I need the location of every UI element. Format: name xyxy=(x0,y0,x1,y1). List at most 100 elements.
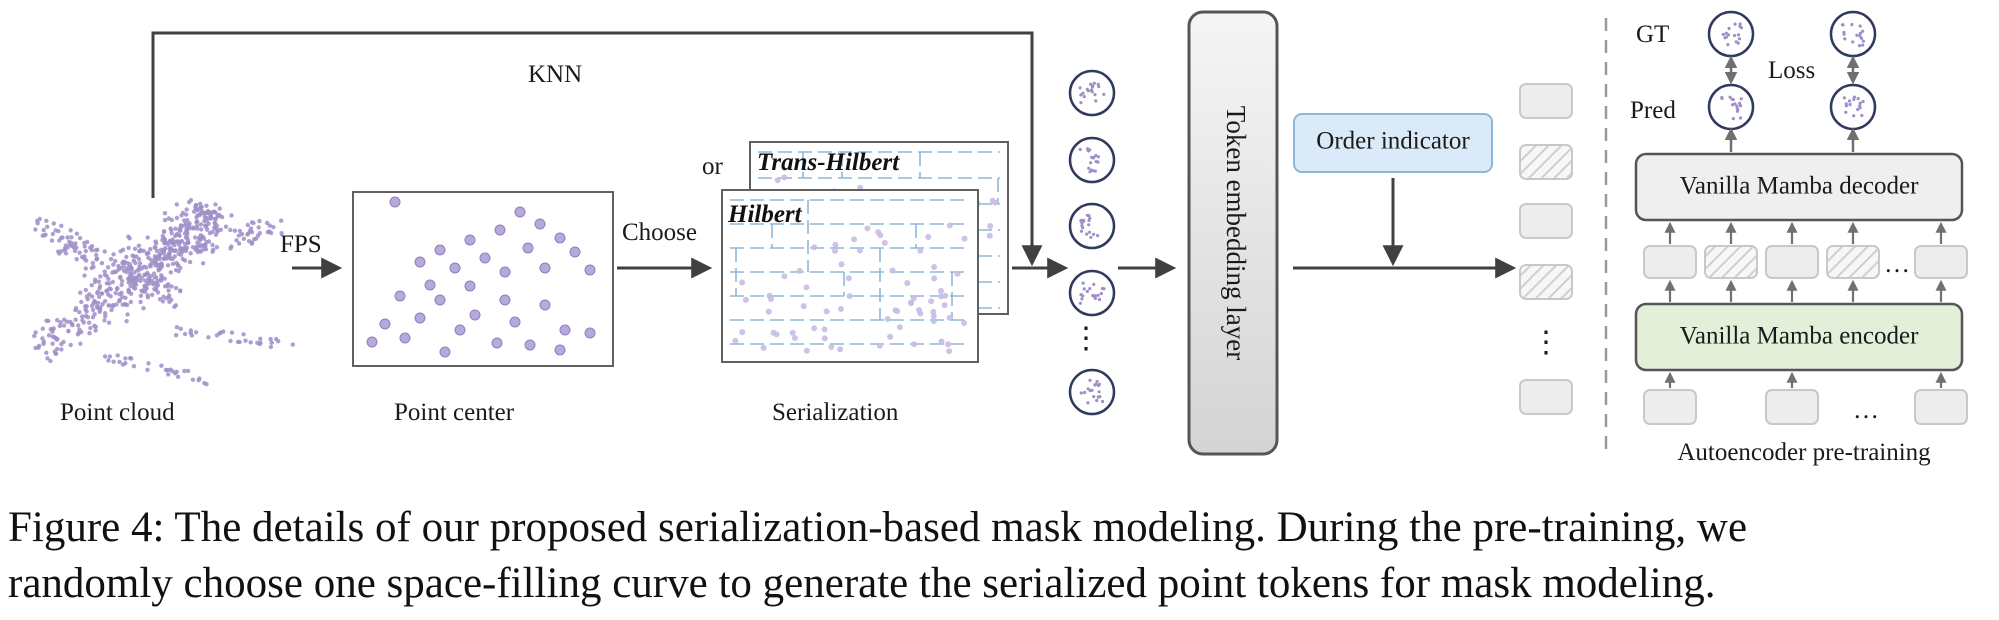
cloud-point xyxy=(193,247,198,252)
curve-point xyxy=(791,335,798,341)
cloud-point xyxy=(255,340,260,345)
cloud-point xyxy=(115,353,120,358)
gt-pred-circle xyxy=(1707,83,1755,131)
curve-point xyxy=(845,275,852,282)
cloud-point xyxy=(141,306,146,311)
embedded-token-column xyxy=(1519,83,1573,415)
token-embedding-label: Token embedding layer xyxy=(1221,106,1251,361)
cloud-point xyxy=(59,249,64,254)
cloud-point xyxy=(258,336,263,341)
cloud-point xyxy=(232,228,238,233)
cloud-point xyxy=(195,240,200,245)
gt-pred-point xyxy=(1861,29,1865,33)
gt-pred-point xyxy=(1858,34,1862,38)
cloud-point xyxy=(83,266,89,271)
curve-point xyxy=(837,346,844,353)
cloud-point xyxy=(84,309,89,314)
cloud-point xyxy=(173,226,178,231)
cloud-point xyxy=(68,342,73,348)
cloud-point xyxy=(174,202,179,207)
cloud-point xyxy=(174,325,180,330)
cloud-point xyxy=(195,226,200,231)
point-token-circle xyxy=(1068,269,1116,317)
gt-pred-point xyxy=(1728,95,1732,99)
cloud-point xyxy=(127,236,132,241)
token-point xyxy=(1093,93,1097,97)
cloud-point xyxy=(78,290,83,295)
gt-pred-point xyxy=(1727,26,1731,31)
point-cloud-airplane xyxy=(32,198,295,387)
cloud-point xyxy=(201,236,207,241)
cloud-point xyxy=(72,248,78,253)
cloud-point xyxy=(206,239,212,244)
center-point xyxy=(554,232,566,244)
cloud-point xyxy=(87,331,92,336)
token-point xyxy=(1086,401,1090,405)
cloud-point xyxy=(48,358,53,364)
cloud-point xyxy=(217,206,222,211)
gt-pred-point xyxy=(1736,33,1741,37)
cloud-point xyxy=(190,377,196,382)
cloud-point xyxy=(113,291,118,296)
center-point xyxy=(491,337,503,349)
gt-pred-point xyxy=(1842,96,1846,100)
cloud-point xyxy=(84,304,89,309)
cloud-point xyxy=(90,260,96,266)
curve-point xyxy=(774,177,781,184)
cloud-point xyxy=(141,248,146,254)
curve-point xyxy=(930,318,937,325)
token-point xyxy=(1081,281,1085,285)
token-point xyxy=(1092,155,1096,159)
center-point xyxy=(424,279,436,291)
cloud-point xyxy=(192,235,198,240)
token-point xyxy=(1096,234,1100,238)
cloud-point xyxy=(167,299,172,304)
cloud-point xyxy=(80,318,85,323)
token-point xyxy=(1100,286,1105,291)
gt-pred-point xyxy=(1726,33,1731,37)
cloud-point xyxy=(245,231,251,236)
cloud-point xyxy=(264,220,270,226)
gt-pred-point xyxy=(1858,31,1862,35)
cloud-point xyxy=(267,223,272,228)
cloud-point xyxy=(175,263,181,268)
autoencoder-label: Autoencoder pre-training xyxy=(1677,439,1931,466)
center-point xyxy=(464,280,476,292)
cloud-point xyxy=(153,255,158,260)
bottom-ellipsis: … xyxy=(1853,395,1879,424)
cloud-point xyxy=(183,223,188,228)
trans-hilbert-label: Trans-Hilbert xyxy=(757,149,900,176)
cloud-point xyxy=(107,354,113,359)
cloud-point xyxy=(121,264,127,269)
curve-point xyxy=(884,316,891,322)
cloud-point xyxy=(213,232,219,237)
cloud-point xyxy=(45,224,50,229)
cloud-point xyxy=(249,230,255,235)
cloud-point xyxy=(102,249,107,254)
token-box xyxy=(1519,203,1573,239)
cloud-point xyxy=(207,231,213,236)
token-point xyxy=(1092,81,1096,85)
center-point xyxy=(524,339,536,351)
cloud-point xyxy=(167,293,172,298)
middle-ellipsis: … xyxy=(1884,249,1910,278)
token-box xyxy=(1914,389,1968,425)
gt-pred-point xyxy=(1724,31,1728,35)
token-point xyxy=(1090,388,1094,392)
cloud-point xyxy=(106,303,112,308)
cloud-point xyxy=(41,227,46,233)
cloud-point xyxy=(246,238,252,244)
token-point xyxy=(1097,297,1102,302)
curve-point xyxy=(800,303,807,310)
curve-point xyxy=(781,174,788,181)
cloud-point xyxy=(102,354,108,359)
gt-pred-point xyxy=(1730,97,1734,101)
fps-label: FPS xyxy=(280,231,322,258)
cloud-point xyxy=(198,222,204,227)
cloud-point xyxy=(143,278,148,283)
cloud-point xyxy=(93,248,99,253)
cloud-point xyxy=(89,265,95,271)
cloud-point xyxy=(193,330,199,335)
curve-point xyxy=(742,296,749,303)
cloud-point xyxy=(74,231,80,236)
